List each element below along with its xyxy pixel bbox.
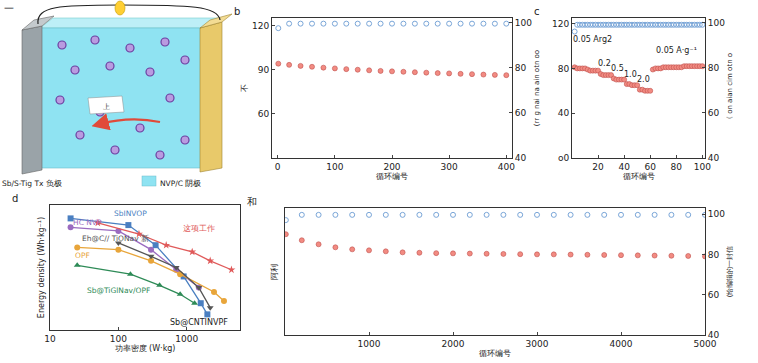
svg-text:60: 60 [645, 162, 657, 172]
svg-text:循环编号: 循环编号 [376, 172, 408, 181]
svg-text:100: 100 [515, 18, 532, 28]
svg-text:120: 120 [552, 19, 569, 29]
svg-text:80: 80 [558, 64, 570, 74]
svg-text:Sb/S-Tig Tx 负极: Sb/S-Tig Tx 负极 [2, 179, 62, 188]
svg-text:200: 200 [383, 162, 400, 172]
svg-text:80: 80 [671, 162, 683, 172]
svg-text:0.05 Arg2: 0.05 Arg2 [573, 35, 612, 44]
svg-text:100: 100 [694, 162, 711, 172]
svg-text:0: 0 [275, 162, 281, 172]
svg-text:5000: 5000 [694, 339, 717, 349]
svg-text:OPF: OPF [75, 251, 90, 260]
svg-text:SbINVOP: SbINVOP [114, 209, 147, 218]
svg-text:一: 一 [4, 3, 14, 14]
svg-text:HC NVP: HC NVP [73, 218, 102, 227]
svg-text:100: 100 [110, 334, 127, 344]
svg-text:功率密度 (W·kg): 功率密度 (W·kg) [115, 344, 176, 353]
svg-text:(rr g nai na ain otn oo: (rr g nai na ain otn oo [533, 50, 541, 126]
svg-text:400: 400 [498, 162, 515, 172]
svg-text:4000: 4000 [610, 339, 633, 349]
svg-text:c: c [534, 6, 540, 17]
svg-text:60: 60 [515, 108, 527, 118]
svg-text:这项工作: 这项工作 [183, 224, 215, 233]
svg-text:1000: 1000 [358, 339, 381, 349]
svg-text:0.5: 0.5 [611, 64, 624, 73]
svg-text:b: b [234, 6, 240, 17]
svg-text:(给编辑的一封信: (给编辑的一封信 [726, 246, 734, 298]
svg-text:90: 90 [258, 65, 270, 75]
svg-text:60: 60 [708, 290, 720, 300]
svg-text:60: 60 [708, 108, 720, 118]
svg-text:和: 和 [247, 196, 257, 207]
svg-text:40: 40 [618, 162, 630, 172]
svg-text:80: 80 [708, 63, 720, 73]
svg-text:2.0: 2.0 [637, 75, 650, 84]
svg-text:循环编号: 循环编号 [623, 172, 655, 181]
svg-text:o0: o0 [558, 153, 570, 163]
svg-text:0.2: 0.2 [598, 59, 611, 68]
svg-text:Energy density (Wh·kg⁻¹): Energy density (Wh·kg⁻¹) [37, 217, 46, 318]
svg-text:100: 100 [708, 18, 725, 28]
svg-text:d: d [12, 193, 18, 204]
svg-text:100: 100 [708, 209, 725, 219]
svg-text:120: 120 [252, 21, 269, 31]
svg-text:10: 10 [44, 334, 56, 344]
svg-text:40: 40 [708, 330, 720, 340]
svg-text:2000: 2000 [442, 339, 465, 349]
svg-text:80: 80 [708, 250, 720, 260]
svg-text:40: 40 [558, 108, 570, 118]
svg-text:Eh@C// TiONav 新: Eh@C// TiONav 新 [82, 234, 149, 243]
svg-text:1000: 1000 [175, 334, 198, 344]
svg-text:20: 20 [592, 162, 604, 172]
svg-text:3000: 3000 [526, 339, 549, 349]
svg-text:100: 100 [326, 162, 343, 172]
svg-text:不: 不 [240, 84, 249, 92]
svg-text:循环编号: 循环编号 [479, 349, 511, 358]
svg-text:上: 上 [103, 103, 110, 111]
svg-text:Sb@CNTINVPF: Sb@CNTINVPF [170, 318, 228, 327]
svg-text:1.0: 1.0 [624, 70, 637, 79]
svg-text:40: 40 [708, 153, 720, 163]
svg-text:40: 40 [515, 153, 527, 163]
svg-text:Sb@TiGlNav/OPF: Sb@TiGlNav/OPF [87, 286, 150, 295]
svg-text:0.05 A·g⁻¹: 0.05 A·g⁻¹ [656, 46, 697, 55]
svg-text:《 on aian cim otn o: 《 on aian cim otn o [726, 53, 734, 123]
svg-text:60: 60 [258, 109, 270, 119]
svg-text:NVP/C 阴极: NVP/C 阴极 [160, 179, 201, 188]
svg-text:阿利: 阿利 [270, 264, 279, 280]
svg-text:80: 80 [515, 63, 527, 73]
svg-text:300: 300 [441, 162, 458, 172]
